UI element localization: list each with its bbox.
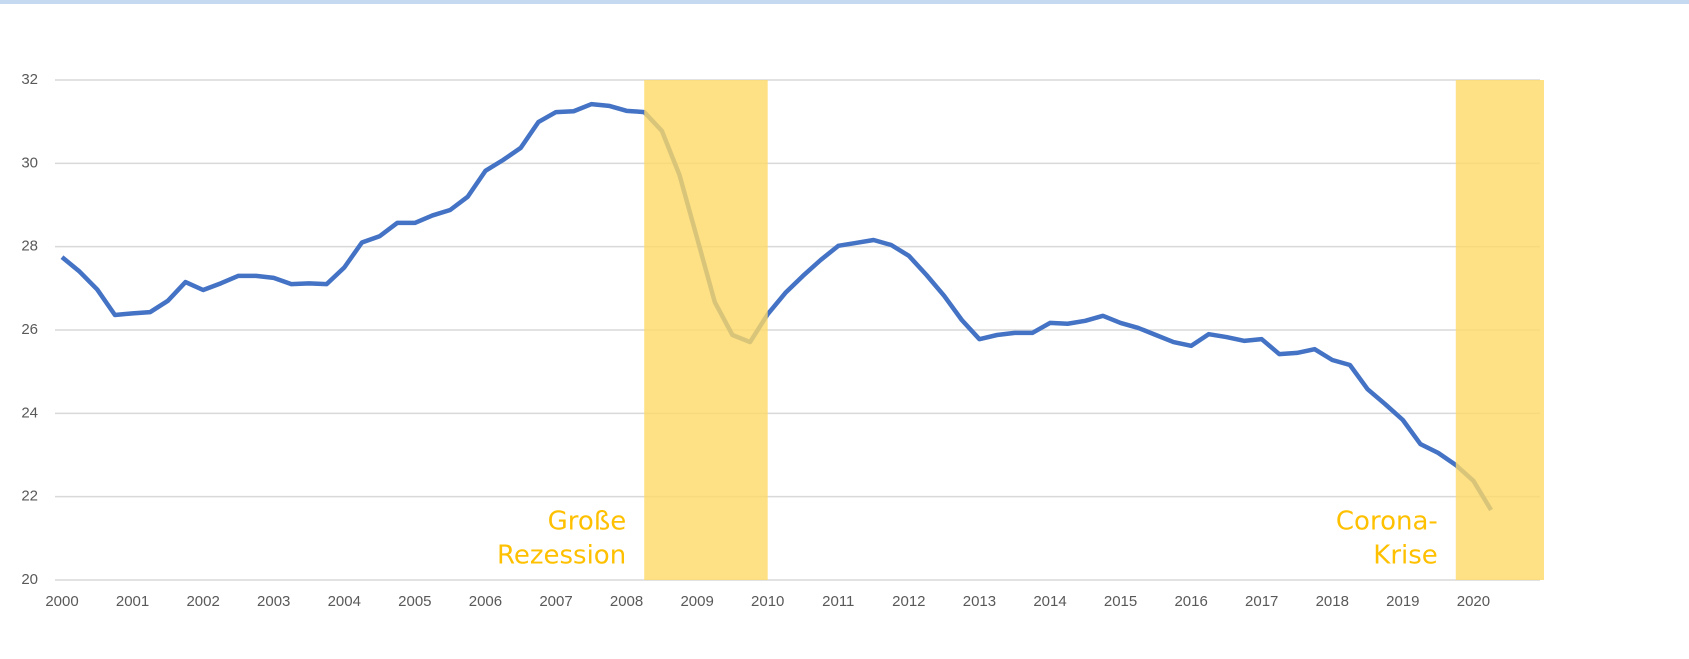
x-tick-label: 2001: [116, 593, 149, 610]
y-tick-label: 26: [21, 321, 38, 338]
x-tick-label: 2011: [822, 593, 854, 610]
x-tick-label: 2006: [469, 593, 502, 610]
x-tick-label: 2016: [1174, 593, 1207, 610]
top-border: [0, 0, 1689, 4]
x-tick-label: 2017: [1245, 593, 1278, 610]
period-label: Große: [548, 507, 627, 537]
y-tick-label: 28: [21, 238, 38, 255]
x-tick-label: 2010: [751, 593, 784, 610]
x-tick-label: 2009: [680, 593, 713, 610]
x-tick-label: 2000: [45, 593, 78, 610]
y-tick-label: 32: [21, 71, 38, 88]
period-label: Corona-: [1336, 507, 1438, 537]
x-tick-label: 2014: [1033, 593, 1066, 610]
x-tick-label: 2013: [963, 593, 996, 610]
x-tick-label: 2007: [539, 593, 572, 610]
x-tick-label: 2015: [1104, 593, 1137, 610]
y-tick-label: 24: [21, 404, 38, 421]
y-tick-label: 20: [21, 571, 38, 588]
shaded-period: [644, 80, 768, 580]
y-tick-label: 22: [21, 488, 38, 505]
x-tick-label: 2020: [1457, 593, 1490, 610]
x-tick-label: 2002: [186, 593, 219, 610]
data-line: [60, 101, 1493, 512]
x-tick-label: 2012: [892, 593, 925, 610]
x-tick-label: 2018: [1316, 593, 1349, 610]
period-label: Rezession: [497, 541, 626, 571]
x-tick-label: 2004: [328, 593, 361, 610]
x-tick-label: 2003: [257, 593, 290, 610]
period-label: Krise: [1373, 541, 1438, 571]
x-tick-label: 2008: [610, 593, 643, 610]
shaded-period: [1455, 80, 1544, 580]
x-tick-label: 2005: [398, 593, 431, 610]
y-tick-label: 30: [21, 154, 38, 171]
x-tick-label: 2019: [1386, 593, 1419, 610]
